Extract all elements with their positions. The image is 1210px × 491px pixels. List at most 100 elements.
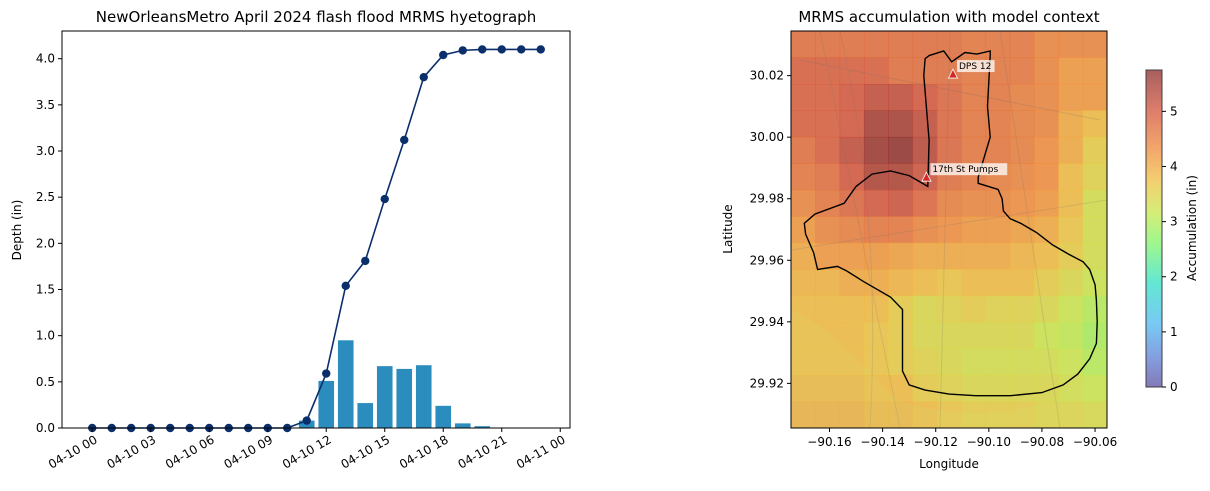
cumulative-line [88, 45, 545, 433]
accumulation-cell [815, 110, 841, 138]
accumulation-cell [888, 348, 914, 376]
rain-bar [318, 380, 335, 428]
x-tick-label: 04-10 00 [46, 432, 100, 471]
marker-triangle [921, 171, 932, 182]
accumulation-cell [936, 269, 962, 297]
hyetograph-title: NewOrleansMetro April 2024 flash flood M… [96, 8, 536, 26]
accumulation-cell [936, 295, 962, 323]
accumulation-cell [936, 83, 962, 111]
accumulation-cell [863, 83, 889, 111]
lon-tick-label: −90.16 [807, 435, 851, 449]
accumulation-cell [863, 189, 889, 217]
accumulation-cell [985, 322, 1011, 350]
accumulation-cell [888, 216, 914, 244]
accumulation-cell [815, 269, 841, 297]
accumulation-cell [791, 110, 816, 138]
accumulation-cell [961, 110, 987, 138]
y-tick-label: 1.5 [36, 283, 55, 297]
x-tick-label: 04-10 21 [456, 432, 510, 471]
accumulation-cell [985, 295, 1011, 323]
hyetograph-x-axis: 04-10 00 04-10 03 04-10 06 04-10 09 04-10 12… [46, 428, 568, 472]
accumulation-cell [1082, 375, 1107, 403]
accumulation-cell [1058, 189, 1084, 217]
marker-label: 17th St Pumps [932, 165, 998, 175]
accumulation-cell [912, 375, 938, 403]
accumulation-cell [839, 375, 865, 403]
accumulation-cell [912, 242, 938, 270]
accumulation-cell [912, 110, 938, 138]
lon-tick-label: −90.12 [914, 435, 958, 449]
accumulation-cell [1082, 83, 1107, 111]
accumulation-cell [936, 375, 962, 403]
cumulative-point [458, 46, 467, 55]
accumulation-cell [888, 242, 914, 270]
accumulation-cell [936, 401, 962, 428]
accumulation-cell [1082, 136, 1107, 164]
cumulative-point [380, 194, 389, 204]
accumulation-cell [839, 322, 865, 350]
marker-label-box [930, 163, 1008, 176]
accumulation-cell [1082, 216, 1107, 244]
lat-tick-label: 29.98 [750, 192, 784, 206]
accumulation-cell [961, 348, 987, 376]
accumulation-cell [961, 295, 987, 323]
accumulation-cell [863, 31, 889, 59]
accumulation-cell [815, 242, 841, 270]
cumulative-point [361, 256, 370, 266]
y-tick-label: 0.0 [36, 421, 55, 435]
map-x-label: Longitude [919, 457, 979, 471]
y-tick-label: 0.5 [36, 375, 55, 389]
accumulation-cell [791, 295, 816, 323]
cumulative-point [400, 135, 409, 145]
accumulation-cell [912, 322, 938, 350]
accumulation-cell [1058, 322, 1084, 350]
accumulation-cell [1058, 83, 1084, 111]
accumulation-cell [1034, 269, 1059, 297]
accumulation-cell [961, 375, 987, 403]
accumulation-cell [791, 269, 816, 297]
accumulation-cell [1034, 322, 1059, 350]
cumulative-point [341, 281, 350, 291]
accumulation-cell [1082, 322, 1107, 350]
accumulation-cell [936, 216, 962, 244]
accumulation-cell [1034, 163, 1059, 191]
rain-bar [415, 365, 432, 428]
accumulation-cell [1058, 269, 1084, 297]
lon-tick-label: −90.08 [1020, 435, 1064, 449]
accumulation-cell [1009, 83, 1035, 111]
accumulation-cell [985, 269, 1011, 297]
colorbar-tick-label: 0 [1170, 380, 1178, 394]
accumulation-cell [1034, 295, 1059, 323]
map-area: DPS 12 17th St Pumps [791, 31, 1107, 428]
y-tick-label: 3.5 [36, 98, 55, 112]
x-tick-label: 04-10 12 [280, 432, 334, 471]
lat-tick-label: 30.02 [750, 69, 784, 83]
accumulation-cell [985, 189, 1011, 217]
accumulation-cell [1058, 401, 1084, 428]
accumulation-cell [839, 242, 865, 270]
accumulation-cell [791, 216, 816, 244]
lat-tick-label: 29.92 [750, 376, 784, 390]
y-tick-label: 2.5 [36, 190, 55, 204]
accumulation-cell [863, 57, 889, 85]
accumulation-cell [961, 322, 987, 350]
rain-bar [337, 340, 354, 428]
y-tick-label: 1.0 [36, 329, 55, 343]
accumulation-cell [1009, 375, 1035, 403]
accumulation-cell [1009, 322, 1035, 350]
accumulation-cell [815, 31, 841, 59]
accumulation-cell [1058, 295, 1084, 323]
accumulation-cell [912, 348, 938, 376]
accumulation-cell [961, 136, 987, 164]
accumulation-cell [888, 163, 914, 191]
colorbar-gradient [1145, 69, 1163, 388]
accumulation-cell [1058, 110, 1084, 138]
accumulation-cell [815, 163, 841, 191]
accumulation-cell [791, 163, 816, 191]
accumulation-cell [888, 322, 914, 350]
accumulation-cell [1009, 31, 1035, 59]
accumulation-cell [888, 31, 914, 59]
accumulation-cell [936, 322, 962, 350]
accumulation-cell [815, 295, 841, 323]
